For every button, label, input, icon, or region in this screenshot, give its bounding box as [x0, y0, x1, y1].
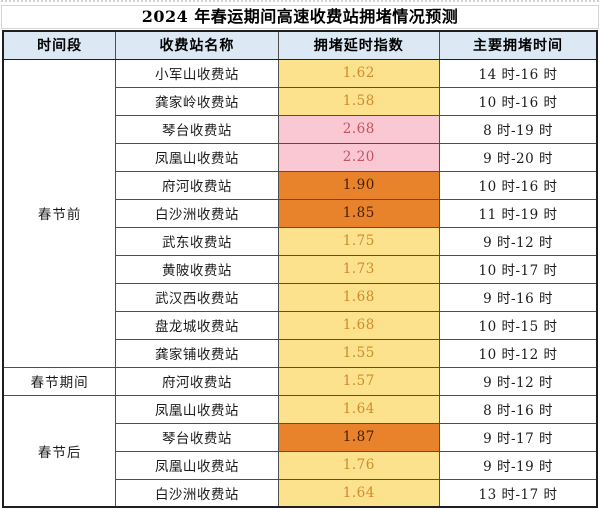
period-cell: 春节期间	[2, 366, 117, 396]
header-station-name: 收费站名称	[115, 30, 279, 60]
table-row: 黄陂收费站 1.73 10 时-17 时	[3, 254, 598, 284]
time-cell: 9 时-19 时	[439, 450, 598, 480]
time-cell: 10 时-17 时	[439, 254, 598, 284]
table-row: 凤凰山收费站 2.20 9 时-20 时	[3, 142, 598, 172]
time-cell: 10 时-16 时	[439, 86, 598, 116]
index-cell: 1.58	[277, 86, 441, 116]
time-cell: 13 时-17 时	[439, 478, 598, 508]
table-row: 白沙洲收费站 1.64 13 时-17 时	[3, 478, 598, 508]
time-cell: 9 时-12 时	[439, 226, 598, 256]
index-cell: 2.20	[277, 142, 441, 172]
congestion-forecast-table: 时间段 收费站名称 拥堵延时指数 主要拥堵时间 春节前 小军山收费站 1.62 14 …	[2, 30, 598, 508]
station-cell: 凤凰山收费站	[115, 394, 279, 424]
index-cell: 1.76	[277, 450, 441, 480]
index-cell: 1.57	[277, 366, 441, 396]
table-row: 白沙洲收费站 1.85 11 时-19 时	[3, 198, 598, 228]
time-cell: 14 时-16 时	[439, 58, 598, 88]
station-cell: 白沙洲收费站	[115, 478, 279, 508]
station-cell: 府河收费站	[115, 170, 279, 200]
table-row: 府河收费站 1.90 10 时-16 时	[3, 170, 598, 200]
table-row: 琴台收费站 2.68 8 时-19 时	[3, 114, 598, 144]
table-title: 2024 年春运期间高速收费站拥堵情况预测	[1, 5, 599, 29]
period-cell: 春节后	[2, 394, 117, 508]
time-cell: 9 时-17 时	[439, 422, 598, 452]
index-cell: 1.75	[277, 226, 441, 256]
index-cell: 1.55	[277, 338, 441, 368]
time-cell: 8 时-16 时	[439, 394, 598, 424]
station-cell: 武汉西收费站	[115, 282, 279, 312]
index-cell: 1.73	[277, 254, 441, 284]
index-cell: 1.90	[277, 170, 441, 200]
table-row: 春节前 小军山收费站 1.62 14 时-16 时	[2, 58, 598, 368]
header-congestion-index: 拥堵延时指数	[277, 30, 441, 60]
table-row: 春节后 凤凰山收费站 1.64 8 时-16 时	[2, 394, 598, 508]
table-row: 龚家岭收费站 1.58 10 时-16 时	[3, 86, 598, 116]
time-cell: 9 时-16 时	[439, 282, 598, 312]
time-cell: 8 时-19 时	[439, 114, 598, 144]
index-cell: 2.68	[277, 114, 441, 144]
table-row: 春节期间 府河收费站 1.57 9 时-12 时	[2, 366, 598, 396]
index-cell: 1.68	[277, 310, 441, 340]
time-cell: 10 时-16 时	[439, 170, 598, 200]
station-cell: 武东收费站	[115, 226, 279, 256]
table-body: 春节前 小军山收费站 1.62 14 时-16 时龚家岭收费站 1.58 10 时-16 …	[2, 58, 598, 508]
table-row: 盘龙城收费站 1.68 10 时-15 时	[3, 310, 598, 340]
station-cell: 盘龙城收费站	[115, 310, 279, 340]
time-cell: 11 时-19 时	[439, 198, 598, 228]
time-cell: 9 时-12 时	[439, 366, 598, 396]
station-cell: 府河收费站	[115, 366, 279, 396]
station-cell: 小军山收费站	[115, 58, 279, 88]
index-cell: 1.68	[277, 282, 441, 312]
station-cell: 琴台收费站	[115, 422, 279, 452]
index-cell: 1.62	[277, 58, 441, 88]
station-cell: 黄陂收费站	[115, 254, 279, 284]
station-cell: 琴台收费站	[115, 114, 279, 144]
period-cell: 春节前	[2, 58, 117, 368]
station-cell: 白沙洲收费站	[115, 198, 279, 228]
time-cell: 10 时-12 时	[439, 338, 598, 368]
table-row: 琴台收费站 1.87 9 时-17 时	[3, 422, 598, 452]
header-main-congestion-time: 主要拥堵时间	[439, 30, 598, 60]
page-edge-dots	[1, 0, 599, 4]
table-row: 武汉西收费站 1.68 9 时-16 时	[3, 282, 598, 312]
header-time-period: 时间段	[2, 30, 117, 60]
station-cell: 龚家岭收费站	[115, 86, 279, 116]
table-row: 凤凰山收费站 1.76 9 时-19 时	[3, 450, 598, 480]
time-cell: 9 时-20 时	[439, 142, 598, 172]
index-cell: 1.64	[277, 478, 441, 508]
header-row: 时间段 收费站名称 拥堵延时指数 主要拥堵时间	[2, 30, 598, 60]
station-cell: 凤凰山收费站	[115, 142, 279, 172]
index-cell: 1.87	[277, 422, 441, 452]
index-cell: 1.85	[277, 198, 441, 228]
time-cell: 10 时-15 时	[439, 310, 598, 340]
station-cell: 龚家铺收费站	[115, 338, 279, 368]
station-cell: 凤凰山收费站	[115, 450, 279, 480]
index-cell: 1.64	[277, 394, 441, 424]
